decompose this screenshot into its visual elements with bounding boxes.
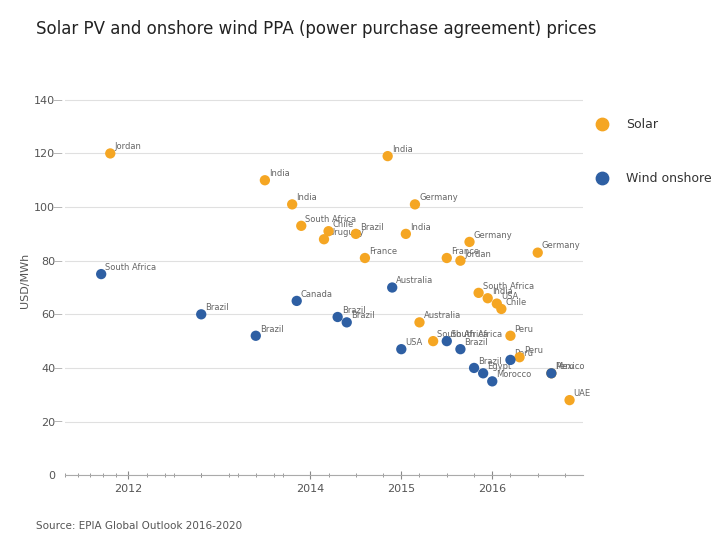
Text: South Africa: South Africa — [305, 215, 356, 224]
Solar — [495, 305, 507, 313]
Text: India: India — [410, 222, 431, 232]
Text: USA: USA — [405, 338, 423, 347]
Solar — [564, 396, 575, 404]
Wind onshore — [505, 355, 516, 364]
Text: Peru: Peru — [515, 349, 534, 357]
Text: —: — — [53, 416, 62, 427]
Text: Brazil: Brazil — [478, 357, 502, 366]
Text: —: — — [53, 255, 62, 266]
Text: Egypt: Egypt — [487, 362, 512, 371]
Text: Jordan: Jordan — [114, 142, 141, 151]
Text: Chile: Chile — [333, 220, 354, 229]
Solar — [428, 337, 439, 346]
Text: Brazil: Brazil — [205, 303, 229, 312]
Text: South Africa: South Africa — [483, 282, 534, 291]
Text: Germany: Germany — [542, 241, 580, 251]
Solar — [382, 152, 393, 160]
Text: Solar PV and onshore wind PPA (power purchase agreement) prices: Solar PV and onshore wind PPA (power pur… — [36, 20, 596, 38]
Wind onshore — [332, 313, 343, 321]
Solar — [259, 176, 271, 185]
Wind onshore — [395, 345, 407, 354]
Solar — [514, 353, 526, 362]
Text: Brazil: Brazil — [464, 338, 488, 347]
Text: Chile: Chile — [505, 298, 527, 307]
Text: South Africa: South Africa — [105, 263, 156, 272]
Solar — [505, 332, 516, 340]
Solar — [532, 248, 544, 257]
Text: Morocco: Morocco — [496, 370, 531, 379]
Solar — [409, 200, 420, 208]
Text: France: France — [451, 247, 479, 256]
Solar — [323, 227, 334, 235]
Text: —: — — [53, 309, 62, 319]
Text: —: — — [53, 202, 62, 212]
Wind onshore — [441, 337, 453, 346]
Solar — [104, 149, 116, 158]
Y-axis label: USD/MWh: USD/MWh — [19, 253, 30, 308]
Text: Mexico: Mexico — [556, 362, 585, 371]
Solar — [473, 288, 485, 297]
Wind onshore — [195, 310, 207, 319]
Wind onshore — [96, 270, 107, 279]
Text: UAE: UAE — [574, 389, 591, 398]
Wind onshore — [387, 283, 398, 292]
Text: Brazil: Brazil — [351, 311, 374, 320]
Wind onshore — [341, 318, 353, 327]
Solar — [350, 230, 361, 238]
Solar — [400, 230, 412, 238]
Text: Peru: Peru — [556, 362, 575, 371]
Solar — [482, 294, 493, 302]
Text: South Africa: South Africa — [451, 330, 502, 339]
Wind onshore — [487, 377, 498, 386]
Text: —: — — [53, 363, 62, 373]
Text: USA: USA — [501, 293, 518, 301]
Wind onshore — [250, 332, 261, 340]
Solar — [295, 221, 307, 230]
Solar — [318, 235, 330, 244]
Text: South Africa: South Africa — [437, 330, 488, 339]
Text: Source: EPIA Global Outlook 2016-2020: Source: EPIA Global Outlook 2016-2020 — [36, 521, 242, 531]
Text: India: India — [392, 145, 413, 154]
Wind onshore — [291, 296, 302, 305]
Solar — [441, 254, 453, 262]
Text: France: France — [369, 247, 397, 256]
Text: Uruguay: Uruguay — [328, 228, 364, 237]
Text: India: India — [269, 169, 290, 178]
Solar — [491, 299, 503, 308]
Wind onshore — [454, 345, 466, 354]
Text: Jordan: Jordan — [464, 249, 492, 259]
Wind onshore — [546, 369, 557, 377]
Wind onshore — [477, 369, 489, 377]
Solar — [359, 254, 371, 262]
Text: Brazil: Brazil — [260, 325, 284, 334]
Text: Australia: Australia — [397, 276, 433, 285]
Text: Peru: Peru — [523, 346, 543, 355]
Text: India: India — [297, 193, 317, 202]
Solar — [454, 256, 466, 265]
Wind onshore — [468, 363, 480, 372]
Text: —: — — [53, 148, 62, 158]
Text: Peru: Peru — [515, 325, 534, 334]
Solar — [287, 200, 298, 208]
Text: Germany: Germany — [419, 193, 458, 202]
Text: Solar: Solar — [626, 118, 658, 131]
Solar — [546, 369, 557, 377]
Text: Australia: Australia — [423, 311, 461, 320]
Text: Germany: Germany — [474, 231, 513, 240]
Text: India: India — [492, 287, 513, 296]
Text: Brazil: Brazil — [342, 306, 366, 315]
Text: —: — — [53, 95, 62, 105]
Text: Brazil: Brazil — [360, 222, 384, 232]
Text: Canada: Canada — [301, 290, 333, 299]
Solar — [464, 238, 475, 246]
Text: Wind onshore: Wind onshore — [626, 172, 711, 185]
Solar — [414, 318, 426, 327]
